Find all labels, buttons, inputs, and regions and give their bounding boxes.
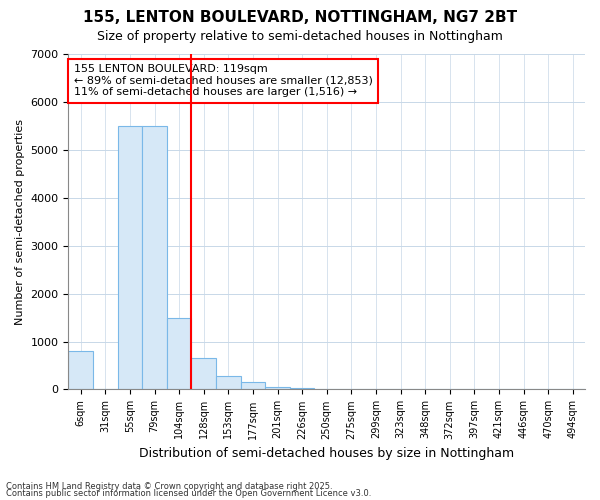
Bar: [241, 382, 265, 390]
Text: 155, LENTON BOULEVARD, NOTTINGHAM, NG7 2BT: 155, LENTON BOULEVARD, NOTTINGHAM, NG7 2…: [83, 10, 517, 25]
Bar: [142, 126, 167, 390]
Text: Size of property relative to semi-detached houses in Nottingham: Size of property relative to semi-detach…: [97, 30, 503, 43]
Bar: [290, 388, 314, 390]
Text: Contains HM Land Registry data © Crown copyright and database right 2025.: Contains HM Land Registry data © Crown c…: [6, 482, 332, 491]
Text: Contains public sector information licensed under the Open Government Licence v3: Contains public sector information licen…: [6, 490, 371, 498]
Y-axis label: Number of semi-detached properties: Number of semi-detached properties: [15, 118, 25, 324]
Bar: [118, 126, 142, 390]
Bar: [191, 358, 216, 390]
X-axis label: Distribution of semi-detached houses by size in Nottingham: Distribution of semi-detached houses by …: [139, 447, 514, 460]
Bar: [167, 318, 191, 390]
Text: 155 LENTON BOULEVARD: 119sqm
← 89% of semi-detached houses are smaller (12,853)
: 155 LENTON BOULEVARD: 119sqm ← 89% of se…: [74, 64, 373, 98]
Bar: [216, 376, 241, 390]
Bar: [265, 387, 290, 390]
Bar: [68, 351, 93, 390]
